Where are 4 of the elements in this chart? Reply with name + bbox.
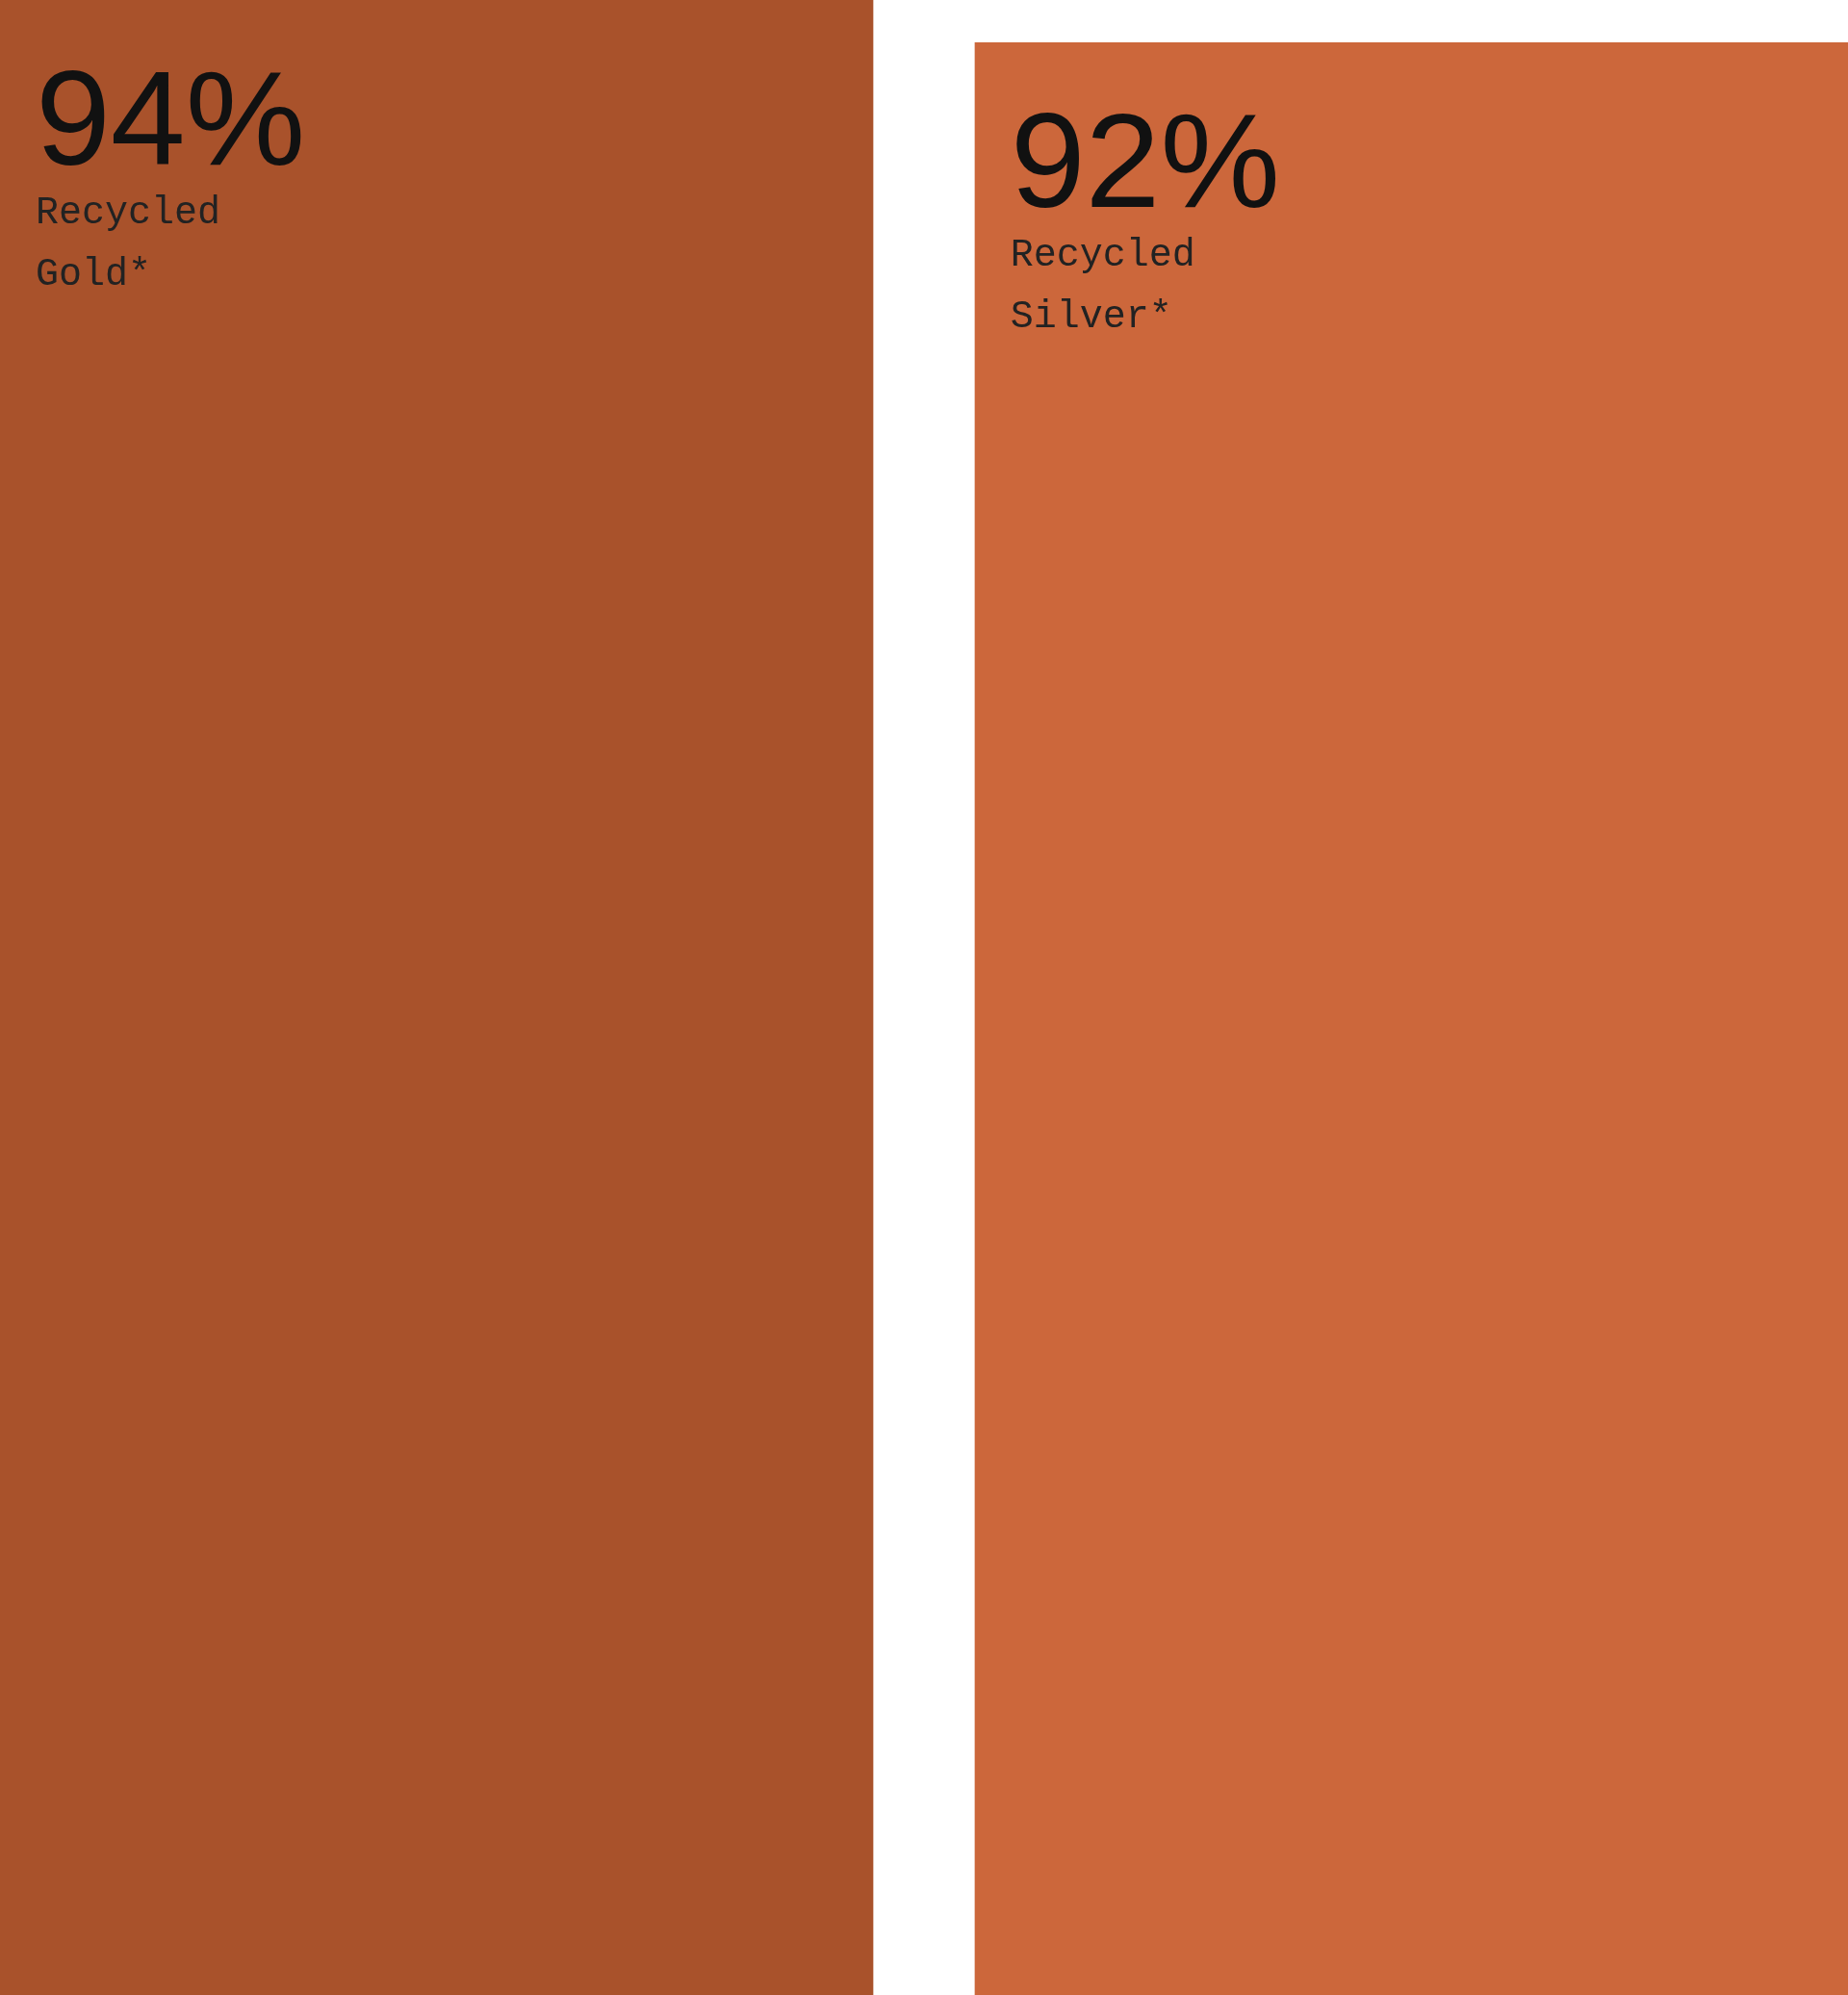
- data-label: 92%: [1010, 85, 1280, 237]
- x-tick-label: Recycled Silver*: [1010, 234, 1195, 340]
- x-tick-label: Recycled Gold*: [36, 192, 221, 296]
- data-label: 94%: [36, 42, 306, 193]
